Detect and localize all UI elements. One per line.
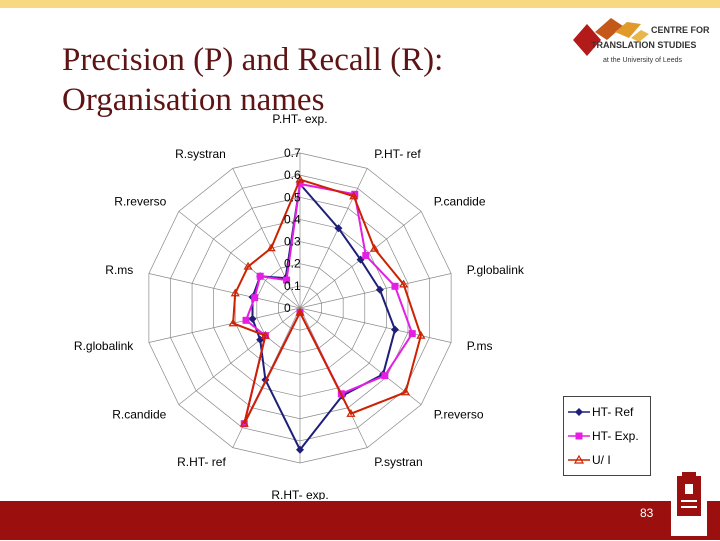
legend-label-ht-exp: HT- Exp. bbox=[592, 429, 639, 443]
axis-label-p-ht-exp: P.HT- exp. bbox=[272, 112, 327, 126]
series-line-u-i bbox=[232, 178, 422, 425]
series-u-i bbox=[228, 174, 426, 427]
data-point bbox=[248, 314, 257, 323]
data-point bbox=[295, 174, 305, 183]
grid-spoke bbox=[232, 168, 301, 309]
data-point bbox=[369, 243, 379, 252]
data-point bbox=[375, 285, 384, 294]
data-point bbox=[283, 276, 291, 284]
data-point bbox=[401, 387, 411, 396]
radial-tick-label: 0.7 bbox=[284, 146, 301, 160]
radial-tick-label: 0.3 bbox=[284, 235, 301, 249]
logo-line-3: at the University of Leeds bbox=[603, 57, 682, 64]
grid-spoke bbox=[299, 307, 452, 343]
data-point bbox=[239, 419, 249, 427]
grid-spoke bbox=[148, 307, 301, 343]
legend-marker-ht-exp bbox=[568, 432, 590, 440]
legend-marker-ht-ref bbox=[568, 408, 590, 416]
data-point bbox=[390, 325, 399, 334]
axis-labels: P.HT- exp. P.HT- ref P.candide P.globalink P… bbox=[74, 112, 525, 500]
logo-line-1: CENTRE FOR bbox=[651, 25, 710, 35]
data-point bbox=[408, 330, 416, 338]
axis-label-p-reverso: P.reverso bbox=[434, 408, 484, 422]
data-point bbox=[295, 307, 305, 316]
grid-spoke bbox=[299, 307, 422, 405]
data-point bbox=[228, 318, 238, 327]
top-accent-bar bbox=[0, 0, 720, 8]
data-point bbox=[399, 279, 409, 288]
axis-label-r-globalink: R.globalink bbox=[74, 339, 134, 353]
grid-spoke bbox=[178, 307, 301, 405]
data-point bbox=[242, 316, 250, 324]
axis-label-r-ht-exp: R.HT- exp. bbox=[271, 488, 328, 500]
university-crest-icon bbox=[677, 472, 701, 516]
radial-tick-label: 0 bbox=[284, 301, 291, 315]
axis-label-r-ms: R.ms bbox=[105, 263, 133, 277]
data-point bbox=[296, 445, 304, 454]
data-point bbox=[260, 330, 270, 339]
axis-label-r-ht-ref: R.HT- ref bbox=[177, 455, 226, 469]
chart-legend: HT- Ref HT- Exp. U/ I bbox=[563, 396, 651, 476]
slide-title-line-1: Precision (P) and Recall (R): bbox=[62, 42, 444, 78]
legend-item-ht-exp: HT- Exp. bbox=[564, 427, 650, 445]
grid-spoke bbox=[178, 211, 301, 309]
radar-chart: 0 0.1 0.2 0.3 0.4 0.5 0.6 0.7 P.HT- exp. P.HT- r… bbox=[74, 112, 525, 500]
university-badge bbox=[671, 470, 707, 536]
radial-tick-label: 0.4 bbox=[284, 212, 301, 226]
axis-label-r-systran: R.systran bbox=[175, 147, 226, 161]
data-point bbox=[416, 330, 426, 339]
data-point bbox=[346, 409, 356, 417]
grid-spoke bbox=[148, 273, 301, 309]
axis-label-r-reverso: R.reverso bbox=[114, 194, 166, 208]
data-point bbox=[256, 272, 264, 280]
legend-item-ht-ref: HT- Ref bbox=[564, 403, 650, 421]
data-point bbox=[334, 224, 343, 233]
radial-tick-label: 0.6 bbox=[284, 168, 301, 182]
legend-label-ht-ref: HT- Ref bbox=[592, 405, 634, 419]
radial-tick-label: 0.5 bbox=[284, 190, 301, 204]
data-point bbox=[391, 282, 399, 290]
data-point bbox=[251, 294, 259, 302]
axis-label-p-candide: P.candide bbox=[434, 194, 486, 208]
centre-logo: CENTRE FOR TRANSLATION STUDIES at the Un… bbox=[573, 18, 710, 64]
radial-tick-label: 0.2 bbox=[284, 257, 301, 271]
page-number: 83 bbox=[640, 506, 654, 520]
footer-bar bbox=[0, 501, 720, 540]
data-point bbox=[296, 180, 304, 188]
data-point bbox=[243, 261, 253, 270]
radial-tick-label: 0.1 bbox=[284, 279, 301, 293]
data-point bbox=[230, 288, 240, 297]
radar-series-layer bbox=[228, 174, 426, 454]
grid-spoke bbox=[299, 273, 452, 309]
axis-label-p-systran: P.systran bbox=[374, 455, 422, 469]
data-point bbox=[381, 372, 389, 380]
data-point bbox=[362, 252, 370, 260]
axis-label-p-ht-ref: P.HT- ref bbox=[374, 147, 421, 161]
radar-grid bbox=[148, 152, 452, 464]
axis-label-r-candide: R.candide bbox=[112, 408, 166, 422]
logo-mark-icon bbox=[573, 18, 649, 56]
data-point bbox=[349, 191, 359, 200]
data-point bbox=[266, 243, 276, 252]
logo-line-2: TRANSLATION STUDIES bbox=[591, 40, 696, 50]
axis-label-p-globalink: P.globalink bbox=[467, 263, 525, 277]
radial-tick-labels: 0 0.1 0.2 0.3 0.4 0.5 0.6 0.7 bbox=[284, 146, 301, 315]
series-line-ht-ref bbox=[251, 181, 397, 452]
axis-label-p-ms: P.ms bbox=[467, 339, 493, 353]
legend-item-ui: U/ I bbox=[564, 451, 650, 469]
legend-marker-ui bbox=[568, 454, 590, 464]
slide-title-line-2: Organisation names bbox=[62, 82, 325, 118]
legend-label-ui: U/ I bbox=[592, 453, 611, 467]
slide-title: Precision (P) and Recall (R): Organisati… bbox=[62, 40, 443, 120]
